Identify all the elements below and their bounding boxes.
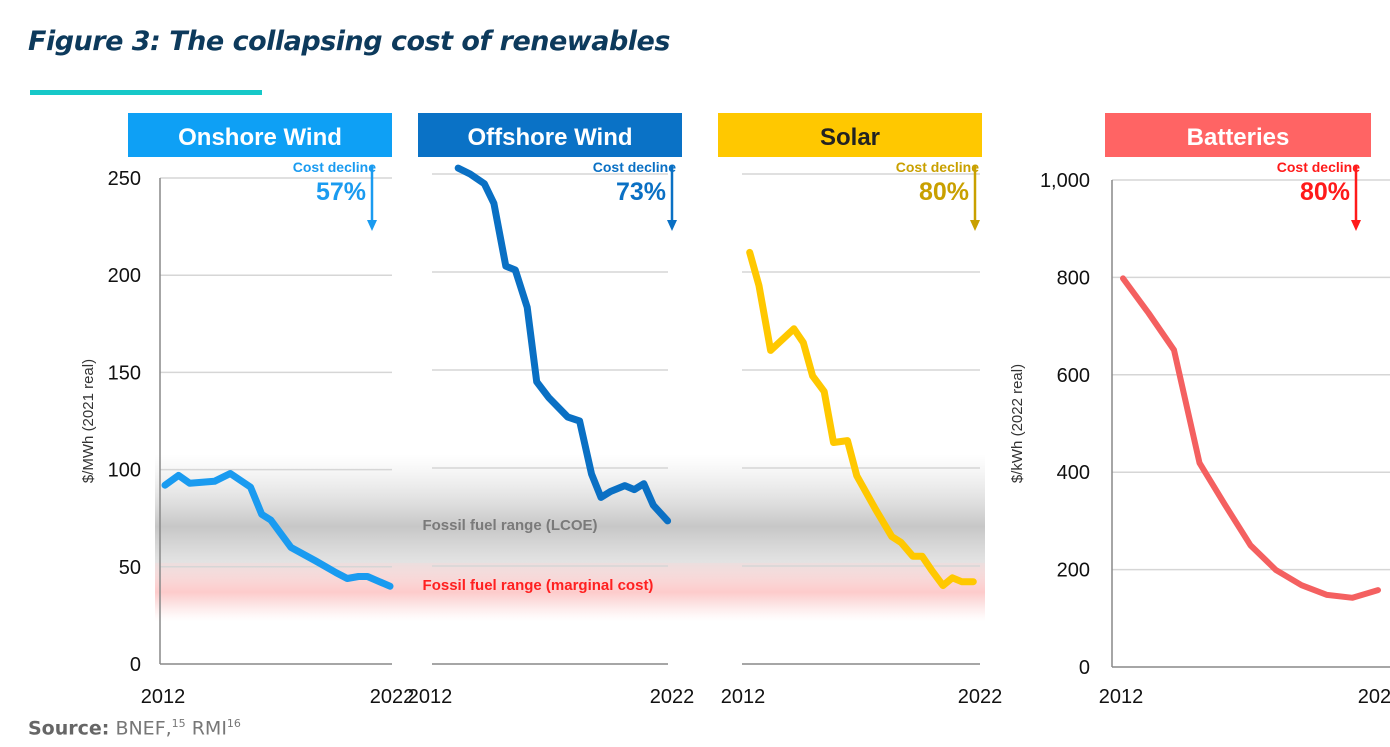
- x-tick-label: 2012: [408, 686, 453, 708]
- cost-decline-percent: 57%: [316, 178, 366, 206]
- cost-decline-percent: 73%: [616, 178, 666, 206]
- y-tick-label: 1,000: [1040, 170, 1090, 192]
- x-tick-label: 2022: [958, 686, 1003, 708]
- y-tick-label: 200: [108, 265, 141, 287]
- panel-header: [1105, 113, 1371, 157]
- cost-decline-label: Cost decline: [896, 159, 979, 175]
- series-line: [161, 470, 394, 590]
- y-tick-label: 400: [1057, 462, 1090, 484]
- series-line: [746, 248, 977, 590]
- x-tick-label: 2012: [1099, 686, 1144, 708]
- y-tick-label: 800: [1057, 267, 1090, 289]
- cost-decline-percent: 80%: [1300, 178, 1350, 206]
- fossil-marginal-label: Fossil fuel range (marginal cost): [423, 577, 654, 594]
- down-arrow-icon: [1351, 220, 1361, 231]
- title-underline: [30, 90, 262, 95]
- x-tick-label: 2012: [141, 686, 186, 708]
- panel-solar: Solar 2012 2022 Cost decline 80%: [718, 113, 1002, 708]
- y-tick-label: 0: [130, 654, 141, 676]
- x-tick-label: 2022: [650, 686, 695, 708]
- panel-title: Batteries: [1187, 124, 1290, 151]
- panel-batteries: Batteries 0 200 400 600 800 1,000 $/kWh (2022 r…: [1009, 113, 1390, 708]
- panels: Onshore Wind 0 50 100 150 200 250 $/MWh (2021 r…: [80, 113, 1390, 708]
- cost-decline-label: Cost decline: [593, 159, 676, 175]
- y-tick-label: 150: [108, 362, 141, 384]
- panel-onshore-wind: Onshore Wind 0 50 100 150 200 250 $/MWh (2021 r…: [80, 113, 414, 708]
- cost-decline-percent: 80%: [919, 178, 969, 206]
- y-tick-label: 50: [119, 557, 141, 579]
- x-tick-label: 2012: [721, 686, 766, 708]
- panel-header: [418, 113, 682, 157]
- source-text-1: BNEF,: [115, 717, 172, 740]
- panel-title: Offshore Wind: [467, 124, 632, 151]
- fossil-lcoe-label: Fossil fuel range (LCOE): [422, 517, 597, 534]
- y-tick-label: 200: [1057, 560, 1090, 582]
- down-arrow-icon: [367, 220, 377, 231]
- source-note: Source: BNEF,15 RMI16: [28, 717, 241, 739]
- source-ref-1: 15: [171, 717, 186, 730]
- panel-header: [128, 113, 392, 157]
- panel-header: [718, 113, 982, 157]
- figure-title: Figure 3: The collapsing cost of renewab…: [28, 26, 670, 57]
- y-tick-label: 600: [1057, 365, 1090, 387]
- cost-decline-label: Cost decline: [1277, 159, 1360, 175]
- panel-title: Solar: [820, 124, 880, 151]
- down-arrow-icon: [970, 220, 980, 231]
- y-tick-label: 0: [1079, 657, 1090, 679]
- fossil-bands: Fossil fuel range (LCOE) Fossil fuel rang…: [155, 454, 985, 622]
- y-axis-label: $/MWh (2021 real): [80, 359, 97, 483]
- fossil-marginal-band: [155, 562, 985, 622]
- x-tick-label: 2022: [1358, 686, 1390, 708]
- source-label: Source:: [28, 717, 110, 740]
- source-text-2: RMI: [191, 717, 227, 740]
- y-tick-label: 100: [108, 460, 141, 482]
- source-ref-2: 16: [226, 717, 241, 730]
- panel-title: Onshore Wind: [178, 124, 342, 151]
- series-line: [454, 164, 672, 525]
- down-arrow-icon: [667, 220, 677, 231]
- panel-offshore-wind: Offshore Wind 2012 2022 Cost decline 73%: [408, 113, 695, 708]
- x-tick-label: 2022: [370, 686, 415, 708]
- y-axis-label: $/kWh (2022 real): [1009, 364, 1026, 483]
- cost-decline-label: Cost decline: [293, 159, 376, 175]
- y-tick-label: 250: [108, 168, 141, 190]
- series-line: [1120, 275, 1381, 601]
